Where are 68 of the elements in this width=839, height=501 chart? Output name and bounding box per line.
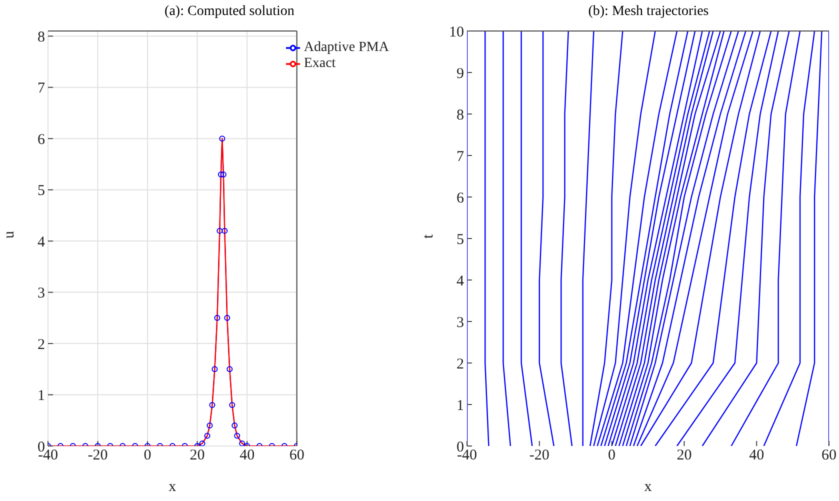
line-series xyxy=(582,31,594,446)
point xyxy=(232,422,238,429)
x-tick-label: 20 xyxy=(676,448,692,464)
y-tick-label: 10 xyxy=(449,24,464,40)
point xyxy=(226,366,233,372)
x-tick-label: 0 xyxy=(144,448,152,464)
y-tick-label: 3 xyxy=(38,286,45,302)
point xyxy=(209,402,216,408)
chart-title: (b): Mesh trajectories xyxy=(587,4,710,20)
line-series xyxy=(796,31,822,446)
chart-title: (a): Computed solution xyxy=(164,4,296,20)
x-tick-label: 60 xyxy=(289,448,304,464)
line-series xyxy=(502,31,512,446)
y-tick-label: 9 xyxy=(456,66,464,82)
y-tick-label: 5 xyxy=(38,183,45,200)
y-tick-label: 8 xyxy=(38,29,45,46)
point xyxy=(222,228,228,234)
x-tick-label: 40 xyxy=(240,448,255,464)
line-series xyxy=(484,31,490,446)
point xyxy=(214,314,220,321)
legend-label: Exact xyxy=(304,56,336,71)
y-tick-label: 7 xyxy=(38,80,46,97)
x-axis-title: x xyxy=(168,479,177,495)
x-tick-label: 40 xyxy=(749,448,764,464)
line-series xyxy=(538,31,554,446)
x-tick-label: 0 xyxy=(608,448,616,464)
point xyxy=(234,432,240,439)
y-tick-label: 8 xyxy=(456,107,464,124)
line-series xyxy=(520,31,533,446)
y-axis-title: t xyxy=(420,234,436,238)
point xyxy=(204,432,210,439)
x-tick-label: 20 xyxy=(190,448,205,464)
y-tick-label: 1 xyxy=(38,388,45,404)
line-series xyxy=(702,31,790,446)
point xyxy=(239,440,246,446)
legend-label: Adaptive PMA xyxy=(304,40,389,55)
y-tick-label: 6 xyxy=(38,132,46,148)
y-tick-label: 4 xyxy=(456,273,464,290)
line-series xyxy=(763,31,816,446)
point xyxy=(219,136,226,142)
y-tick-label: 7 xyxy=(456,148,464,165)
y-tick-label: 2 xyxy=(456,356,464,372)
x-tick-label: -20 xyxy=(88,448,108,464)
point xyxy=(229,402,236,408)
y-tick-label: 5 xyxy=(456,232,464,248)
point xyxy=(206,422,213,429)
point xyxy=(218,171,224,178)
y-axis-title: u xyxy=(1,230,18,238)
line-series xyxy=(589,31,624,446)
point xyxy=(212,366,218,372)
y-tick-label: 6 xyxy=(456,190,464,206)
point xyxy=(216,228,223,234)
y-tick-label: 3 xyxy=(456,314,464,331)
line-series xyxy=(593,31,656,446)
y-tick-label: 4 xyxy=(38,234,46,250)
point xyxy=(220,171,226,178)
y-tick-label: 1 xyxy=(456,398,464,414)
point xyxy=(199,440,206,446)
x-tick-label: -20 xyxy=(529,448,550,464)
y-tick-label: 2 xyxy=(38,336,45,353)
x-tick-label: 60 xyxy=(822,448,836,464)
line-series xyxy=(596,31,678,446)
line-series xyxy=(560,31,573,446)
line-series xyxy=(654,31,772,446)
line-series xyxy=(730,31,801,446)
x-axis-title: x xyxy=(644,479,652,495)
line-series xyxy=(676,31,779,446)
point xyxy=(224,314,230,321)
